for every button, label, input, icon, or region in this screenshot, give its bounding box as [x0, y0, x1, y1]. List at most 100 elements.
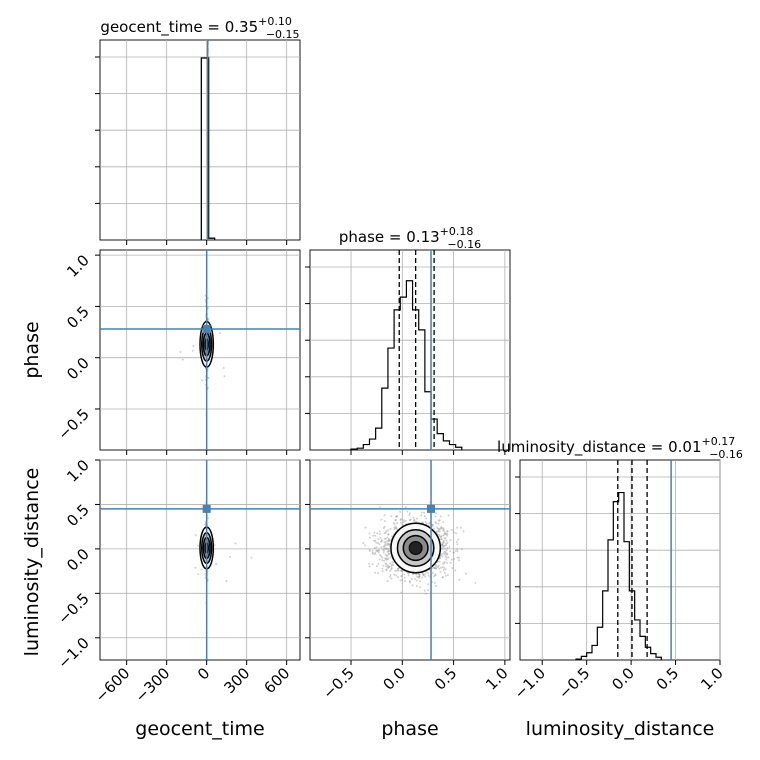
scatter-point — [194, 534, 197, 536]
scatter-point — [393, 528, 396, 531]
scatter-point — [369, 536, 371, 539]
scatter-point — [234, 542, 237, 545]
scatter-point — [386, 536, 389, 539]
scatter-point — [418, 573, 421, 576]
scatter-point — [423, 589, 426, 592]
scatter-point — [441, 543, 444, 546]
scatter-point — [454, 569, 457, 572]
scatter-point — [201, 379, 203, 382]
scatter-point — [384, 542, 387, 545]
scatter-point — [434, 521, 437, 524]
scatter-point — [446, 553, 449, 556]
scatter-point — [393, 526, 396, 529]
contour-core — [408, 541, 423, 555]
grid-lines — [350, 250, 506, 450]
scatter-point — [394, 519, 397, 522]
y-tick-label: 0.5 — [63, 303, 93, 333]
scatter-point — [400, 569, 402, 572]
scatter-point — [445, 549, 448, 552]
scatter-point — [385, 544, 388, 547]
y-tick-label: 1.0 — [63, 251, 93, 281]
scatter-point — [442, 552, 445, 555]
scatter-point — [434, 574, 437, 577]
scatter-point — [439, 554, 442, 557]
scatter-point — [440, 535, 443, 538]
histogram-luminosity-distance — [575, 491, 662, 660]
scatter-point — [418, 573, 421, 576]
scatter-point — [382, 551, 385, 554]
xlabel-phase: phase — [381, 718, 438, 740]
scatter-point — [383, 541, 386, 544]
scatter-point — [381, 559, 384, 562]
scatter-point — [421, 521, 424, 524]
scatter-point — [179, 351, 182, 353]
scatter-point — [373, 539, 376, 542]
x-tick-label: 1.0 — [697, 664, 727, 694]
scatter-point — [462, 530, 465, 533]
scatter-point — [388, 553, 391, 556]
scatter-point — [229, 556, 232, 558]
scatter-point — [440, 525, 443, 528]
grid-lines — [100, 459, 300, 660]
scatter-point — [442, 569, 445, 572]
grid-lines — [100, 56, 300, 204]
scatter-point — [441, 566, 444, 569]
scatter-point — [441, 548, 444, 551]
scatter-point — [446, 552, 448, 555]
panel-frame — [99, 459, 301, 661]
scatter-point — [446, 541, 449, 544]
scatter-point — [435, 567, 438, 570]
scatter-point — [386, 554, 389, 557]
scatter-point — [390, 567, 393, 570]
scatter-point — [376, 550, 379, 552]
truth-marker — [202, 324, 211, 333]
scatter-point — [377, 538, 380, 541]
scatter-point — [401, 523, 404, 526]
scatter-point — [386, 550, 389, 553]
scatter-point — [443, 537, 446, 540]
scatter-point — [368, 565, 371, 568]
scatter-point — [428, 522, 431, 525]
scatter-point — [449, 550, 452, 553]
scatter-point — [371, 549, 374, 552]
scatter-point — [392, 522, 395, 524]
scatter-point — [381, 548, 384, 551]
scatter-point — [444, 532, 447, 535]
scatter-point — [441, 541, 444, 544]
scatter-point — [452, 531, 455, 534]
scatter-point — [445, 533, 448, 536]
panel-geocent-time-hist: geocent_time = 0.35+0.10 −0.15 — [99, 15, 301, 241]
scatter-point — [385, 530, 388, 533]
scatter-point — [444, 544, 447, 547]
x-tick-label: −300 — [132, 664, 174, 706]
scatter-point — [443, 551, 446, 553]
scatter-point — [443, 533, 446, 535]
panel-frame — [309, 249, 511, 451]
scatter-point — [449, 539, 452, 542]
scatter-point — [400, 591, 403, 594]
scatter-point — [397, 568, 399, 571]
scatter-point — [415, 585, 418, 587]
scatter-point — [440, 527, 443, 529]
scatter-point — [399, 518, 402, 521]
scatter-point — [432, 567, 435, 569]
scatter-point — [396, 515, 399, 517]
scatter-point — [424, 573, 427, 576]
scatter-point — [443, 560, 446, 563]
scatter-point — [400, 569, 403, 572]
scatter-point — [404, 580, 406, 583]
scatter-point — [412, 573, 415, 575]
scatter-point — [376, 549, 379, 552]
scatter-point — [437, 519, 440, 522]
scatter-point — [443, 553, 446, 556]
scatter-point — [406, 510, 409, 513]
scatter-point — [444, 555, 447, 558]
scatter-point — [387, 550, 390, 553]
scatter-point — [373, 553, 376, 556]
scatter-point — [441, 545, 444, 548]
scatter-point — [392, 564, 395, 566]
scatter-point — [387, 533, 390, 536]
y-tick-label: −0.5 — [54, 589, 92, 627]
scatter-point — [437, 522, 440, 525]
scatter-point — [418, 575, 421, 578]
